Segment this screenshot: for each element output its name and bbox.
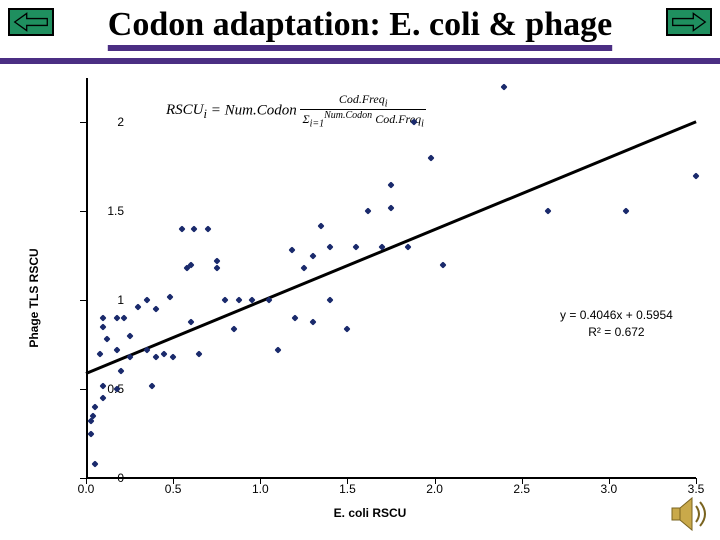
data-point bbox=[121, 314, 128, 321]
y-axis bbox=[86, 78, 88, 478]
data-point bbox=[353, 243, 360, 250]
data-point bbox=[170, 354, 177, 361]
data-point bbox=[344, 325, 351, 332]
y-tick bbox=[80, 389, 86, 390]
formula-fraction: Cod.Freqi Σi=1Num.Codon Cod.Freqi bbox=[300, 92, 425, 130]
data-point bbox=[309, 318, 316, 325]
x-tick-label: 1.5 bbox=[339, 482, 356, 496]
plot-area: RSCUi = Num.Codon Cod.Freqi Σi=1Num.Codo… bbox=[86, 78, 696, 478]
data-point bbox=[326, 243, 333, 250]
y-axis-label: Phage TLS RSCU bbox=[27, 248, 41, 347]
data-point bbox=[318, 222, 325, 229]
x-axis-label: E. coli RSCU bbox=[334, 506, 407, 520]
x-tick-label: 0.5 bbox=[165, 482, 182, 496]
x-tick-label: 1.0 bbox=[252, 482, 269, 496]
data-point bbox=[196, 350, 203, 357]
data-point bbox=[135, 304, 142, 311]
data-point bbox=[236, 297, 243, 304]
data-point bbox=[692, 172, 699, 179]
formula-denominator: Σi=1Num.Codon Cod.Freqi bbox=[300, 110, 425, 129]
data-point bbox=[100, 323, 107, 330]
data-point bbox=[126, 354, 133, 361]
y-tick bbox=[80, 211, 86, 212]
y-tick-label: 1 bbox=[92, 293, 124, 307]
data-point bbox=[143, 297, 150, 304]
data-point bbox=[623, 208, 630, 215]
data-point bbox=[96, 350, 103, 357]
data-point bbox=[117, 368, 124, 375]
data-point bbox=[152, 354, 159, 361]
equation-line: y = 0.4046x + 0.5954 bbox=[560, 307, 673, 324]
data-point bbox=[103, 336, 110, 343]
data-point bbox=[100, 314, 107, 321]
rscu-formula: RSCUi = Num.Codon Cod.Freqi Σi=1Num.Codo… bbox=[166, 92, 426, 130]
data-point bbox=[428, 154, 435, 161]
x-tick-label: 3.0 bbox=[601, 482, 618, 496]
data-point bbox=[149, 382, 156, 389]
nav-prev-icon bbox=[10, 10, 52, 34]
audio-button[interactable] bbox=[670, 494, 714, 534]
data-point bbox=[387, 181, 394, 188]
slide-title: Codon adaptation: E. coli & phage bbox=[70, 6, 650, 44]
data-point bbox=[365, 208, 372, 215]
data-point bbox=[300, 265, 307, 272]
data-point bbox=[152, 306, 159, 313]
x-tick-label: 2.0 bbox=[426, 482, 443, 496]
x-axis bbox=[86, 477, 696, 479]
x-tick-label: 2.5 bbox=[513, 482, 530, 496]
data-point bbox=[166, 293, 173, 300]
header-divider bbox=[0, 58, 720, 64]
data-point bbox=[387, 204, 394, 211]
data-point bbox=[309, 252, 316, 259]
data-point bbox=[126, 332, 133, 339]
r-squared: R² = 0.672 bbox=[560, 324, 673, 341]
data-point bbox=[213, 265, 220, 272]
data-point bbox=[91, 460, 98, 467]
nav-next-button[interactable] bbox=[666, 8, 712, 36]
y-tick-label: 0 bbox=[92, 471, 124, 485]
data-point bbox=[501, 83, 508, 90]
data-point bbox=[274, 346, 281, 353]
data-point bbox=[161, 350, 168, 357]
nav-next-icon bbox=[668, 10, 710, 34]
nav-prev-button[interactable] bbox=[8, 8, 54, 36]
data-point bbox=[440, 261, 447, 268]
data-point bbox=[187, 318, 194, 325]
x-tick-label: 0.0 bbox=[78, 482, 95, 496]
data-point bbox=[405, 243, 412, 250]
formula-lhs: RSCUi = Num.Codon bbox=[166, 102, 300, 118]
data-point bbox=[178, 226, 185, 233]
data-point bbox=[204, 226, 211, 233]
speaker-icon bbox=[670, 494, 714, 534]
slide-header: Codon adaptation: E. coli & phage bbox=[0, 0, 720, 62]
data-point bbox=[292, 314, 299, 321]
regression-equation: y = 0.4046x + 0.5954R² = 0.672 bbox=[560, 307, 673, 341]
data-point bbox=[231, 325, 238, 332]
data-point bbox=[544, 208, 551, 215]
data-point bbox=[91, 403, 98, 410]
data-point bbox=[191, 226, 198, 233]
y-tick-label: 2 bbox=[92, 115, 124, 129]
y-tick-label: 1.5 bbox=[92, 204, 124, 218]
y-tick bbox=[80, 122, 86, 123]
scatter-chart: Phage TLS RSCU RSCUi = Num.Codon Cod.Fre… bbox=[40, 78, 700, 518]
data-point bbox=[326, 297, 333, 304]
y-tick bbox=[80, 300, 86, 301]
data-point bbox=[88, 430, 95, 437]
data-point bbox=[288, 247, 295, 254]
data-point bbox=[114, 346, 121, 353]
data-point bbox=[222, 297, 229, 304]
formula-numerator: Cod.Freqi bbox=[300, 92, 425, 110]
